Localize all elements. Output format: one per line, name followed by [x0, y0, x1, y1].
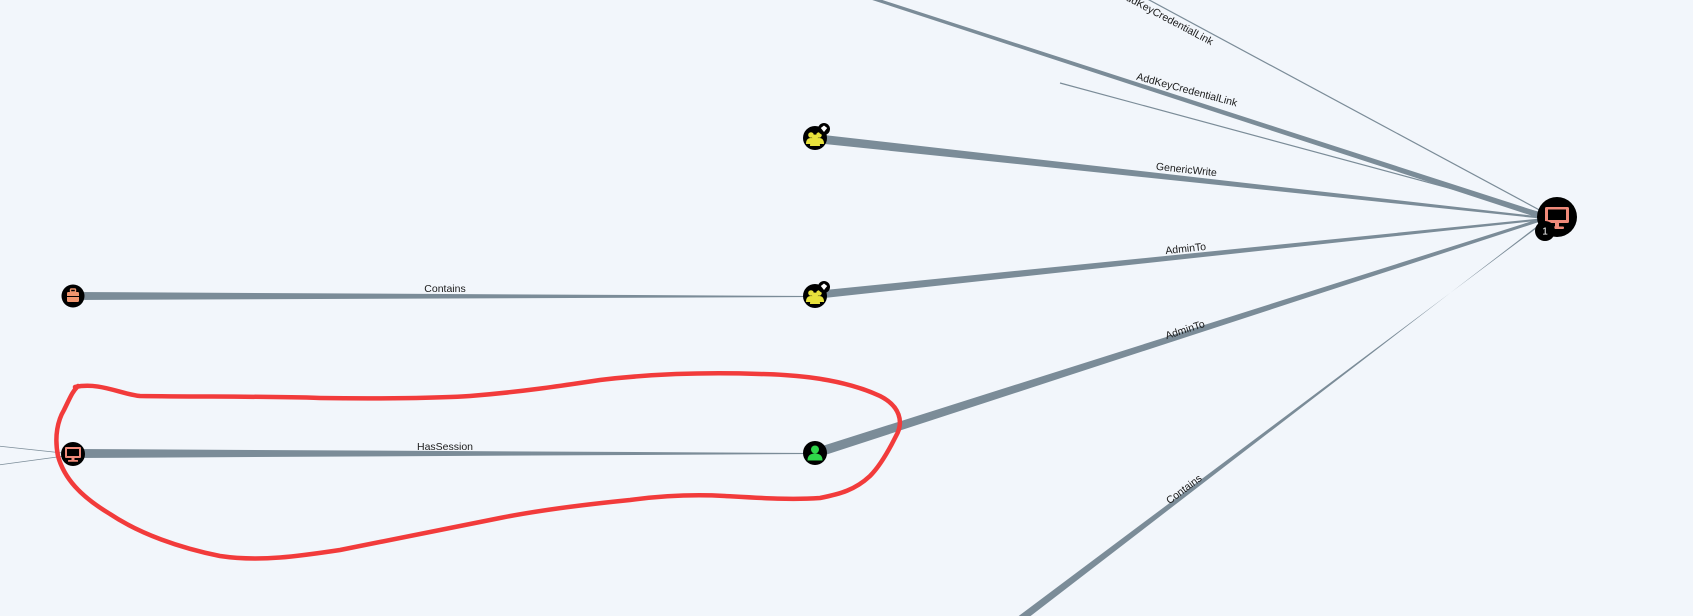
- edge-contains-ou[interactable]: Contains: [73, 283, 815, 300]
- edge-adminto-group[interactable]: AdminTo: [815, 218, 1545, 299]
- group-icon: [806, 132, 824, 146]
- edge-label: HasSession: [417, 441, 473, 453]
- node-user[interactable]: [803, 441, 827, 465]
- edge-unlabeled-top[interactable]: [860, 0, 1545, 220]
- edge-contains-bottom[interactable]: Contains: [1016, 220, 1545, 616]
- edge-label: AddKeyCredentialLink: [1118, 0, 1216, 48]
- monitor-icon: [65, 447, 81, 462]
- node-session-computer[interactable]: [61, 442, 85, 466]
- ou-icon: [67, 288, 79, 302]
- edge-hassession[interactable]: HasSession: [73, 441, 815, 458]
- count-badge: 1: [1535, 221, 1555, 241]
- nodes: 1: [61, 123, 1577, 466]
- edge-label: AdminTo: [1164, 318, 1207, 342]
- tier-badge-icon: [818, 281, 830, 293]
- user-icon: [807, 445, 823, 461]
- node-group-b[interactable]: [803, 281, 830, 308]
- node-ou[interactable]: [61, 284, 85, 308]
- edges: AddKeyCredentialLink AddKeyCredentialLin…: [0, 0, 1546, 616]
- svg-text:1: 1: [1542, 227, 1548, 238]
- edge-label: AdminTo: [1165, 241, 1207, 257]
- edge-label: Contains: [424, 283, 465, 295]
- edge-label: Contains: [1164, 472, 1204, 507]
- highlight-annotation: [54, 371, 902, 561]
- node-group-a[interactable]: [803, 123, 830, 150]
- edge-genericwrite[interactable]: GenericWrite: [815, 134, 1545, 219]
- node-target-computer[interactable]: 1: [1535, 197, 1577, 241]
- tier-badge-icon: [818, 123, 830, 135]
